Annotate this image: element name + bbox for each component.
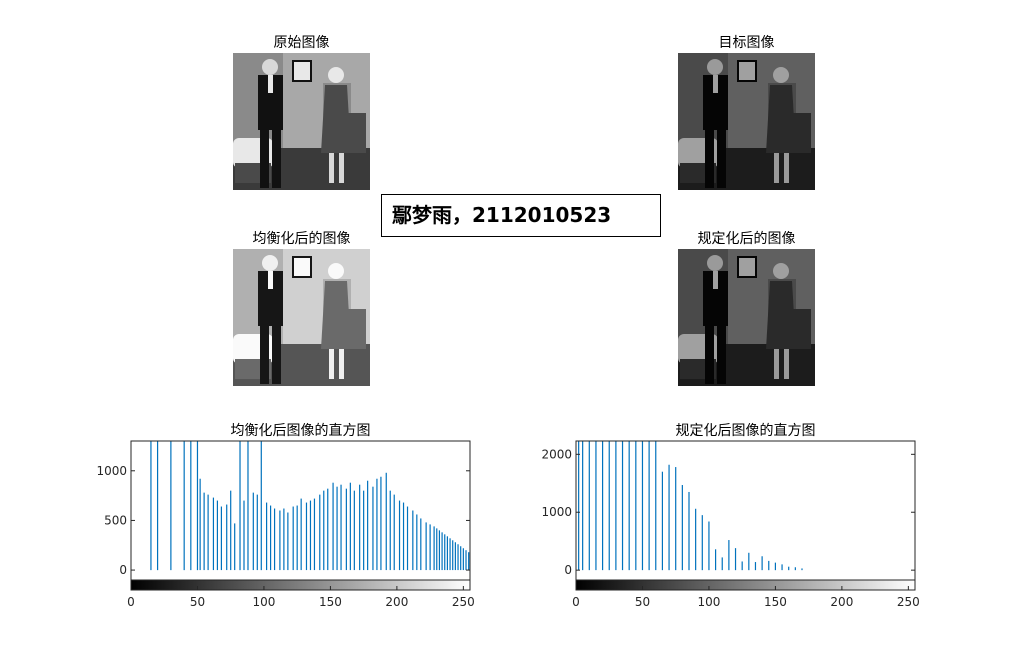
image-title-equalized: 均衡化后的图像: [252, 231, 351, 247]
grayscale-colorbar: [130, 579, 471, 591]
grayscale-colorbar: [575, 579, 916, 591]
x-tick-label: 250: [897, 595, 920, 609]
image-title-specified: 规定化后的图像: [697, 231, 796, 247]
photo-scene: [678, 249, 815, 386]
target-image: [678, 53, 815, 190]
plot-frame: [575, 440, 916, 581]
photo-scene: [233, 249, 370, 386]
histogram-equalized: 均衡化后图像的直方图 0 500 1000 0 50 100 150 200 250: [90, 418, 490, 618]
x-tick-label: 250: [452, 595, 475, 609]
x-tick-label: 0: [127, 595, 135, 609]
y-tick-label: 0: [119, 563, 127, 577]
plot-frame: [130, 440, 471, 581]
x-tick-label: 200: [385, 595, 408, 609]
x-tick-label: 150: [764, 595, 787, 609]
specified-image: [678, 249, 815, 386]
histogram-specified: 规定化后图像的直方图 0 1000 2000 0 50 100 150 200 250: [535, 418, 935, 618]
image-title-target: 目标图像: [718, 35, 775, 51]
x-tick-label: 150: [319, 595, 342, 609]
x-tick-label: 50: [635, 595, 650, 609]
image-title-original: 原始图像: [273, 35, 330, 51]
x-tick-label: 100: [697, 595, 720, 609]
y-tick-label: 2000: [541, 447, 572, 461]
histogram-specified-svg: 规定化后图像的直方图 0 1000 2000 0 50 100 150 200 250: [541, 422, 920, 609]
original-image: [233, 53, 370, 190]
x-tick-label: 50: [190, 595, 205, 609]
photo-scene: [233, 53, 370, 190]
name-id-textbox: 鄢梦雨，2112010523: [381, 194, 661, 237]
y-tick-label: 1000: [96, 464, 127, 478]
x-tick-label: 200: [830, 595, 853, 609]
y-tick-label: 0: [564, 563, 572, 577]
chart-title: 均衡化后图像的直方图: [231, 422, 371, 439]
x-tick-label: 0: [572, 595, 580, 609]
equalized-image: [233, 249, 370, 386]
histogram-equalized-svg: 均衡化后图像的直方图 0 500 1000 0 50 100 150 200 250: [96, 422, 475, 609]
photo-scene: [678, 53, 815, 190]
y-tick-label: 500: [104, 513, 127, 527]
x-tick-label: 100: [252, 595, 275, 609]
y-tick-label: 1000: [541, 505, 572, 519]
chart-title: 规定化后图像的直方图: [676, 422, 816, 439]
